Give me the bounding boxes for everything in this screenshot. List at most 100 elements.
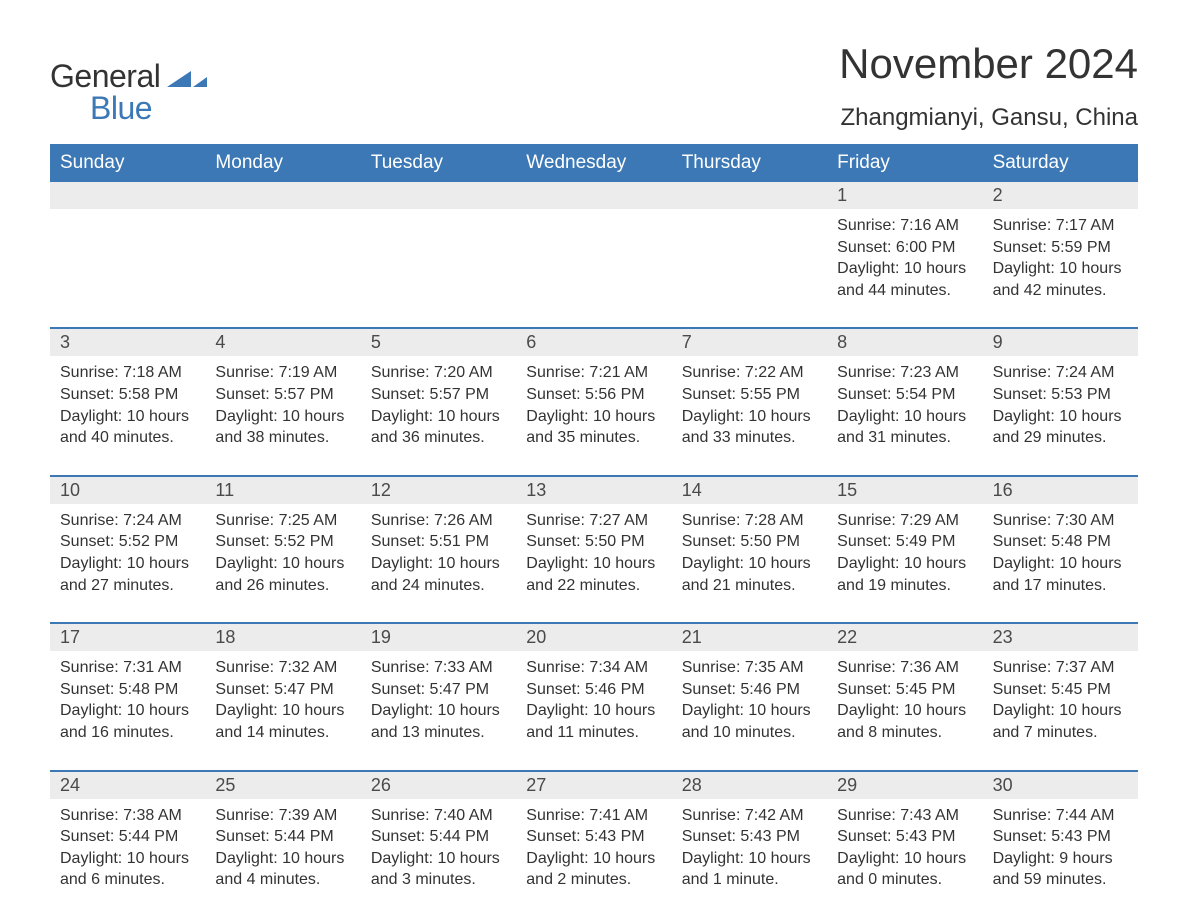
daylight-text: Daylight: 10 hours and 7 minutes. bbox=[993, 700, 1128, 743]
daylight-text: Daylight: 10 hours and 22 minutes. bbox=[526, 553, 661, 596]
sunset-text: Sunset: 5:50 PM bbox=[682, 531, 817, 553]
daylight-text: Daylight: 10 hours and 6 minutes. bbox=[60, 848, 195, 891]
day-cell: Sunrise: 7:30 AMSunset: 5:48 PMDaylight:… bbox=[983, 504, 1138, 622]
daylight-text: Daylight: 10 hours and 36 minutes. bbox=[371, 406, 506, 449]
weekday-label: Saturday bbox=[983, 144, 1138, 182]
sunset-text: Sunset: 5:55 PM bbox=[682, 384, 817, 406]
day-number: 8 bbox=[827, 329, 982, 356]
sunrise-text: Sunrise: 7:38 AM bbox=[60, 805, 195, 827]
sunset-text: Sunset: 5:58 PM bbox=[60, 384, 195, 406]
day-cell: Sunrise: 7:25 AMSunset: 5:52 PMDaylight:… bbox=[205, 504, 360, 622]
sunset-text: Sunset: 5:44 PM bbox=[215, 826, 350, 848]
day-number: 1 bbox=[827, 182, 982, 209]
weekday-label: Friday bbox=[827, 144, 982, 182]
sunrise-text: Sunrise: 7:24 AM bbox=[60, 510, 195, 532]
day-cell: Sunrise: 7:36 AMSunset: 5:45 PMDaylight:… bbox=[827, 651, 982, 769]
brand-logo: General Blue bbox=[50, 40, 207, 127]
sunrise-text: Sunrise: 7:29 AM bbox=[837, 510, 972, 532]
day-cell: Sunrise: 7:33 AMSunset: 5:47 PMDaylight:… bbox=[361, 651, 516, 769]
daybody-row: Sunrise: 7:16 AMSunset: 6:00 PMDaylight:… bbox=[50, 209, 1138, 327]
daylight-text: Daylight: 10 hours and 40 minutes. bbox=[60, 406, 195, 449]
day-number: 30 bbox=[983, 772, 1138, 799]
sunrise-text: Sunrise: 7:23 AM bbox=[837, 362, 972, 384]
day-number bbox=[361, 182, 516, 209]
day-cell bbox=[50, 209, 205, 327]
header: General Blue November 2024 Zhangmianyi, … bbox=[50, 40, 1138, 132]
weeks-container: 12Sunrise: 7:16 AMSunset: 6:00 PMDayligh… bbox=[50, 182, 1138, 917]
sunrise-text: Sunrise: 7:43 AM bbox=[837, 805, 972, 827]
daylight-text: Daylight: 10 hours and 38 minutes. bbox=[215, 406, 350, 449]
sunset-text: Sunset: 5:44 PM bbox=[60, 826, 195, 848]
day-number: 11 bbox=[205, 477, 360, 504]
daylight-text: Daylight: 10 hours and 29 minutes. bbox=[993, 406, 1128, 449]
sunrise-text: Sunrise: 7:18 AM bbox=[60, 362, 195, 384]
sunset-text: Sunset: 5:50 PM bbox=[526, 531, 661, 553]
day-number: 9 bbox=[983, 329, 1138, 356]
daynum-row: 3456789 bbox=[50, 327, 1138, 356]
day-number bbox=[50, 182, 205, 209]
daybody-row: Sunrise: 7:38 AMSunset: 5:44 PMDaylight:… bbox=[50, 799, 1138, 917]
daylight-text: Daylight: 10 hours and 10 minutes. bbox=[682, 700, 817, 743]
sunset-text: Sunset: 5:43 PM bbox=[993, 826, 1128, 848]
day-number: 29 bbox=[827, 772, 982, 799]
day-number: 13 bbox=[516, 477, 671, 504]
day-cell bbox=[516, 209, 671, 327]
daylight-text: Daylight: 10 hours and 14 minutes. bbox=[215, 700, 350, 743]
day-number bbox=[672, 182, 827, 209]
sunrise-text: Sunrise: 7:17 AM bbox=[993, 215, 1128, 237]
day-number: 17 bbox=[50, 624, 205, 651]
sunset-text: Sunset: 5:45 PM bbox=[837, 679, 972, 701]
day-cell: Sunrise: 7:29 AMSunset: 5:49 PMDaylight:… bbox=[827, 504, 982, 622]
day-number: 14 bbox=[672, 477, 827, 504]
daylight-text: Daylight: 10 hours and 21 minutes. bbox=[682, 553, 817, 596]
daylight-text: Daylight: 10 hours and 13 minutes. bbox=[371, 700, 506, 743]
day-number: 28 bbox=[672, 772, 827, 799]
day-cell bbox=[672, 209, 827, 327]
sunrise-text: Sunrise: 7:33 AM bbox=[371, 657, 506, 679]
sunrise-text: Sunrise: 7:44 AM bbox=[993, 805, 1128, 827]
weekday-label: Wednesday bbox=[516, 144, 671, 182]
day-cell: Sunrise: 7:24 AMSunset: 5:53 PMDaylight:… bbox=[983, 356, 1138, 474]
day-cell: Sunrise: 7:41 AMSunset: 5:43 PMDaylight:… bbox=[516, 799, 671, 917]
sunrise-text: Sunrise: 7:16 AM bbox=[837, 215, 972, 237]
day-cell: Sunrise: 7:43 AMSunset: 5:43 PMDaylight:… bbox=[827, 799, 982, 917]
day-cell: Sunrise: 7:27 AMSunset: 5:50 PMDaylight:… bbox=[516, 504, 671, 622]
day-cell: Sunrise: 7:26 AMSunset: 5:51 PMDaylight:… bbox=[361, 504, 516, 622]
daylight-text: Daylight: 10 hours and 8 minutes. bbox=[837, 700, 972, 743]
day-cell: Sunrise: 7:20 AMSunset: 5:57 PMDaylight:… bbox=[361, 356, 516, 474]
month-title: November 2024 bbox=[839, 40, 1138, 88]
sunrise-text: Sunrise: 7:35 AM bbox=[682, 657, 817, 679]
sunset-text: Sunset: 5:45 PM bbox=[993, 679, 1128, 701]
sunset-text: Sunset: 5:46 PM bbox=[682, 679, 817, 701]
sunset-text: Sunset: 5:54 PM bbox=[837, 384, 972, 406]
day-number: 23 bbox=[983, 624, 1138, 651]
sunrise-text: Sunrise: 7:30 AM bbox=[993, 510, 1128, 532]
sunrise-text: Sunrise: 7:41 AM bbox=[526, 805, 661, 827]
day-cell: Sunrise: 7:39 AMSunset: 5:44 PMDaylight:… bbox=[205, 799, 360, 917]
daylight-text: Daylight: 10 hours and 24 minutes. bbox=[371, 553, 506, 596]
title-block: November 2024 Zhangmianyi, Gansu, China bbox=[839, 40, 1138, 132]
day-number: 18 bbox=[205, 624, 360, 651]
brand-text-general: General bbox=[50, 58, 160, 94]
calendar-grid: SundayMondayTuesdayWednesdayThursdayFrid… bbox=[50, 144, 1138, 917]
daylight-text: Daylight: 10 hours and 26 minutes. bbox=[215, 553, 350, 596]
day-cell: Sunrise: 7:38 AMSunset: 5:44 PMDaylight:… bbox=[50, 799, 205, 917]
weekday-header: SundayMondayTuesdayWednesdayThursdayFrid… bbox=[50, 144, 1138, 182]
sunrise-text: Sunrise: 7:24 AM bbox=[993, 362, 1128, 384]
day-cell: Sunrise: 7:35 AMSunset: 5:46 PMDaylight:… bbox=[672, 651, 827, 769]
day-number: 22 bbox=[827, 624, 982, 651]
daynum-row: 12 bbox=[50, 182, 1138, 209]
day-cell: Sunrise: 7:40 AMSunset: 5:44 PMDaylight:… bbox=[361, 799, 516, 917]
daylight-text: Daylight: 10 hours and 27 minutes. bbox=[60, 553, 195, 596]
sunset-text: Sunset: 5:56 PM bbox=[526, 384, 661, 406]
day-number: 19 bbox=[361, 624, 516, 651]
day-number: 26 bbox=[361, 772, 516, 799]
sunset-text: Sunset: 5:48 PM bbox=[60, 679, 195, 701]
daynum-row: 24252627282930 bbox=[50, 770, 1138, 799]
sunset-text: Sunset: 5:47 PM bbox=[371, 679, 506, 701]
sunrise-text: Sunrise: 7:28 AM bbox=[682, 510, 817, 532]
day-number: 25 bbox=[205, 772, 360, 799]
day-cell: Sunrise: 7:21 AMSunset: 5:56 PMDaylight:… bbox=[516, 356, 671, 474]
day-cell: Sunrise: 7:34 AMSunset: 5:46 PMDaylight:… bbox=[516, 651, 671, 769]
sunrise-text: Sunrise: 7:27 AM bbox=[526, 510, 661, 532]
